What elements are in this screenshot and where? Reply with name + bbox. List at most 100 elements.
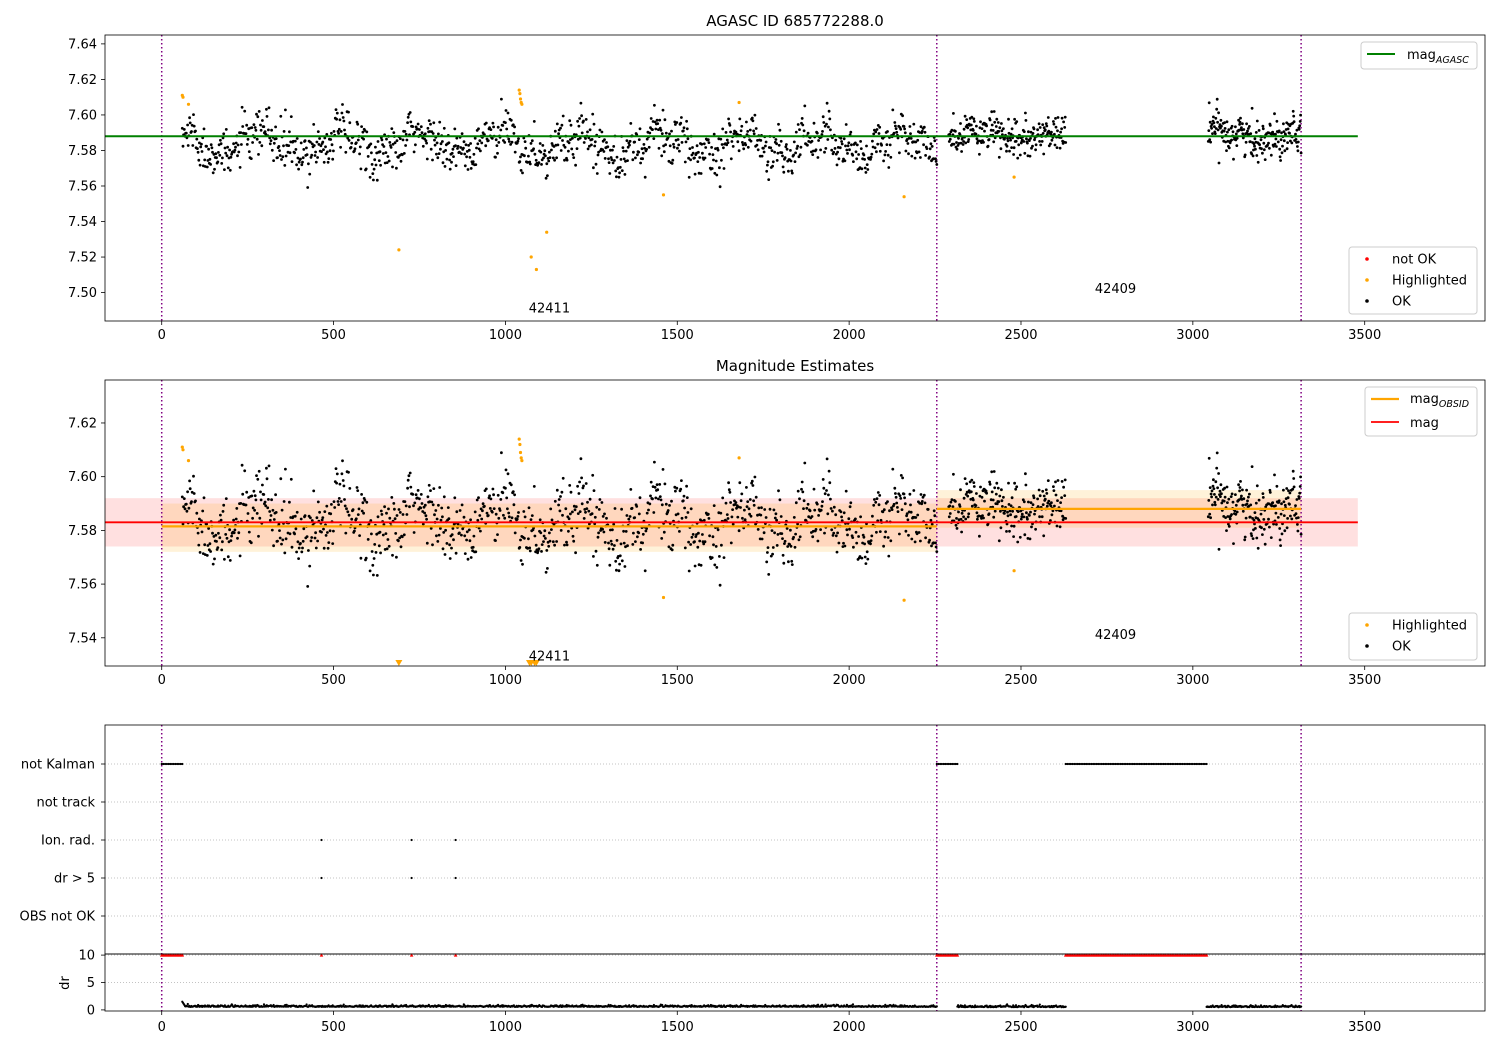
flag-point (942, 762, 945, 766)
ok-point (1028, 154, 1032, 158)
ok-point (1243, 538, 1247, 542)
ok-point (255, 137, 259, 141)
ok-point (1263, 542, 1267, 546)
ok-point (376, 140, 380, 143)
ok-point (789, 159, 793, 163)
ok-point (967, 138, 971, 141)
ok-point (798, 535, 802, 539)
ok-point (341, 116, 345, 119)
ok-point (607, 161, 611, 165)
ok-point (330, 143, 334, 147)
ok-point (1252, 518, 1256, 522)
ok-point (970, 504, 974, 508)
ok-point (801, 123, 805, 127)
ok-point (186, 144, 190, 147)
ok-point (597, 508, 601, 511)
ok-point (369, 519, 373, 522)
ok-point (836, 531, 839, 535)
ok-point (1294, 504, 1297, 507)
flag-point (940, 762, 944, 766)
ok-point (1272, 522, 1275, 526)
ok-point (618, 554, 622, 558)
ok-point (439, 527, 442, 530)
ok-point (727, 488, 731, 492)
ok-point (621, 146, 625, 150)
ok-point (1262, 141, 1266, 145)
ok-point (272, 518, 276, 521)
ok-point (302, 527, 306, 531)
ok-point (795, 147, 799, 150)
ok-point (585, 507, 589, 510)
ok-point (262, 493, 266, 496)
ok-point (501, 124, 505, 127)
ok-point (1038, 515, 1041, 519)
ok-point (821, 478, 825, 481)
ok-point (439, 518, 443, 522)
ok-point (223, 146, 227, 150)
ok-point (353, 529, 356, 533)
ok-point (797, 155, 801, 159)
ok-point (625, 514, 629, 517)
ok-point (252, 123, 256, 126)
ok-point (188, 121, 192, 125)
ok-point (362, 511, 365, 515)
ok-point (917, 531, 921, 534)
flag-point (1117, 762, 1120, 766)
ok-point (892, 131, 896, 135)
legend-label: magAGASC (1407, 48, 1469, 66)
ok-point (1005, 522, 1009, 526)
ok-point (335, 117, 338, 121)
ok-point (683, 160, 687, 164)
ok-point (365, 130, 369, 134)
ok-point (1029, 510, 1032, 514)
ok-point (454, 551, 458, 555)
ok-point (424, 139, 428, 143)
ok-point (1268, 525, 1271, 529)
ok-point (567, 529, 570, 533)
flag-point (181, 762, 184, 766)
ok-point (296, 156, 300, 160)
ok-point (1034, 527, 1037, 531)
ok-point (1044, 122, 1048, 125)
ok-point (820, 133, 824, 136)
ok-point (696, 160, 700, 164)
ok-point (846, 144, 850, 148)
ok-point (406, 115, 410, 119)
ok-point (240, 105, 244, 109)
ok-point (395, 166, 398, 170)
ok-point (1254, 501, 1258, 505)
ok-point (782, 561, 786, 565)
ok-point (766, 160, 770, 164)
ok-point (523, 140, 527, 144)
ok-point (959, 141, 963, 145)
ok-point (722, 146, 725, 150)
ok-point (1208, 138, 1212, 142)
ok-point (450, 151, 454, 155)
ok-point (907, 152, 910, 156)
ok-point (802, 507, 805, 510)
ok-point (711, 535, 715, 539)
ok-point (471, 545, 475, 549)
ok-point (798, 128, 801, 132)
ok-point (652, 137, 656, 141)
ok-point (1059, 130, 1062, 134)
ok-point (603, 512, 606, 516)
ok-point (628, 515, 632, 518)
ok-point (573, 508, 577, 512)
ok-point (777, 143, 781, 147)
ok-point (1249, 132, 1253, 136)
ok-point (1248, 515, 1252, 519)
ok-point (314, 160, 318, 164)
ok-point (1266, 143, 1269, 147)
ok-point (1046, 479, 1050, 482)
ok-point (909, 503, 912, 507)
ok-point (987, 512, 991, 516)
ok-point (1054, 125, 1058, 129)
ok-point (800, 480, 804, 484)
ok-point (988, 480, 991, 484)
ok-point (712, 158, 715, 162)
ok-point (660, 154, 664, 158)
ok-point (891, 108, 895, 112)
ok-point (976, 517, 979, 521)
flag-point (170, 762, 174, 766)
